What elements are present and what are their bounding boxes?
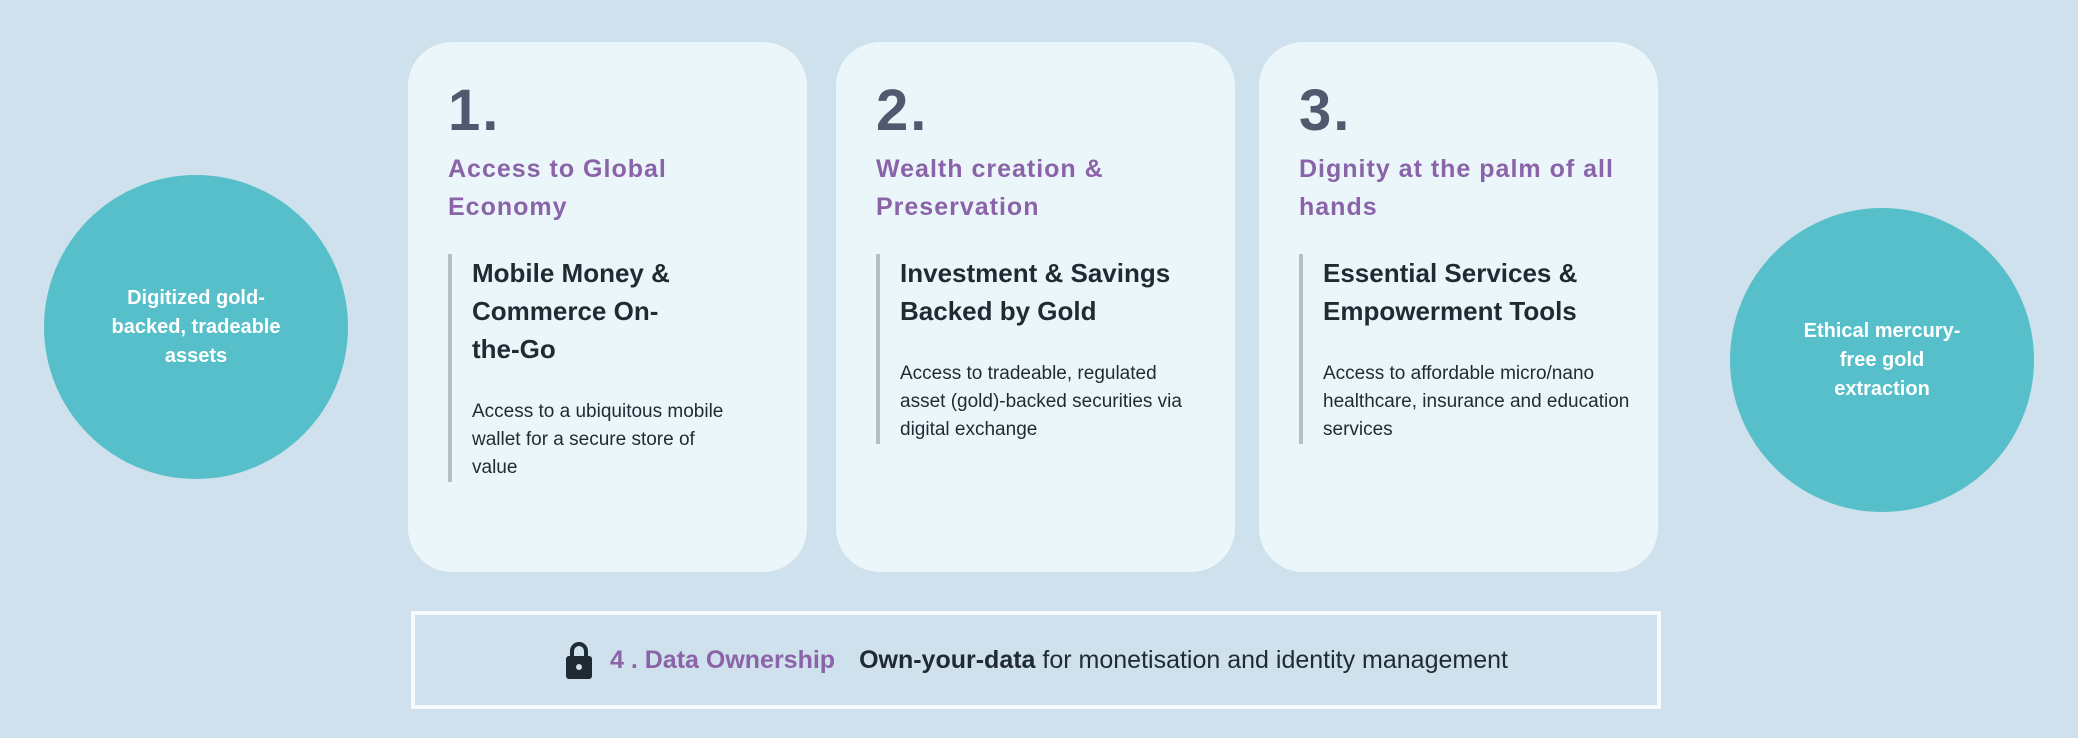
card-heading: Wealth creation & Preservation [876,155,1104,221]
card-number: 3. [1299,78,1352,143]
data-ownership-banner: 4 . Data Ownership Own-your-data for mon… [411,611,1661,709]
data-ownership-bold: Own-your-data [859,645,1036,674]
card-section: Investment & Savings Backed by Gold Acce… [876,254,1211,444]
card-body: Access to a ubiquitous mobile wallet for… [472,401,724,478]
data-ownership-title: 4 . Data Ownership [610,645,836,674]
card-section: Mobile Money & Commerce On-the-Go Access… [448,254,783,482]
lock-icon [566,642,592,679]
card-subheading: Mobile Money & Commerce On-the-Go [472,258,670,364]
left-circle-text: Digitized gold-backed, tradeable assets [111,286,281,367]
data-ownership-text: for monetisation and identity management [1042,645,1508,674]
card-subheading: Essential Services & Empowerment Tools [1323,258,1578,326]
right-circle-text: Ethical mercury-free gold extraction [1803,319,1961,400]
card-body: Access to affordable micro/nano healthca… [1323,363,1630,440]
card-heading: Dignity at the palm of all hands [1299,155,1614,221]
left-circle: Digitized gold-backed, tradeable assets [44,175,348,479]
card-body: Access to tradeable, regulated asset (go… [900,363,1182,440]
card-heading: Access to Global Economy [448,155,667,221]
card-section: Essential Services & Empowerment Tools A… [1299,254,1634,444]
card-subheading: Investment & Savings Backed by Gold [900,258,1171,326]
card-3: 3. Dignity at the palm of all hands Esse… [1259,42,1658,572]
card-number: 2. [876,78,929,143]
card-2: 2. Wealth creation & Preservation Invest… [836,42,1235,572]
card-1: 1. Access to Global Economy Mobile Money… [408,42,807,572]
right-circle: Ethical mercury-free gold extraction [1730,208,2034,512]
card-number: 1. [448,78,501,143]
